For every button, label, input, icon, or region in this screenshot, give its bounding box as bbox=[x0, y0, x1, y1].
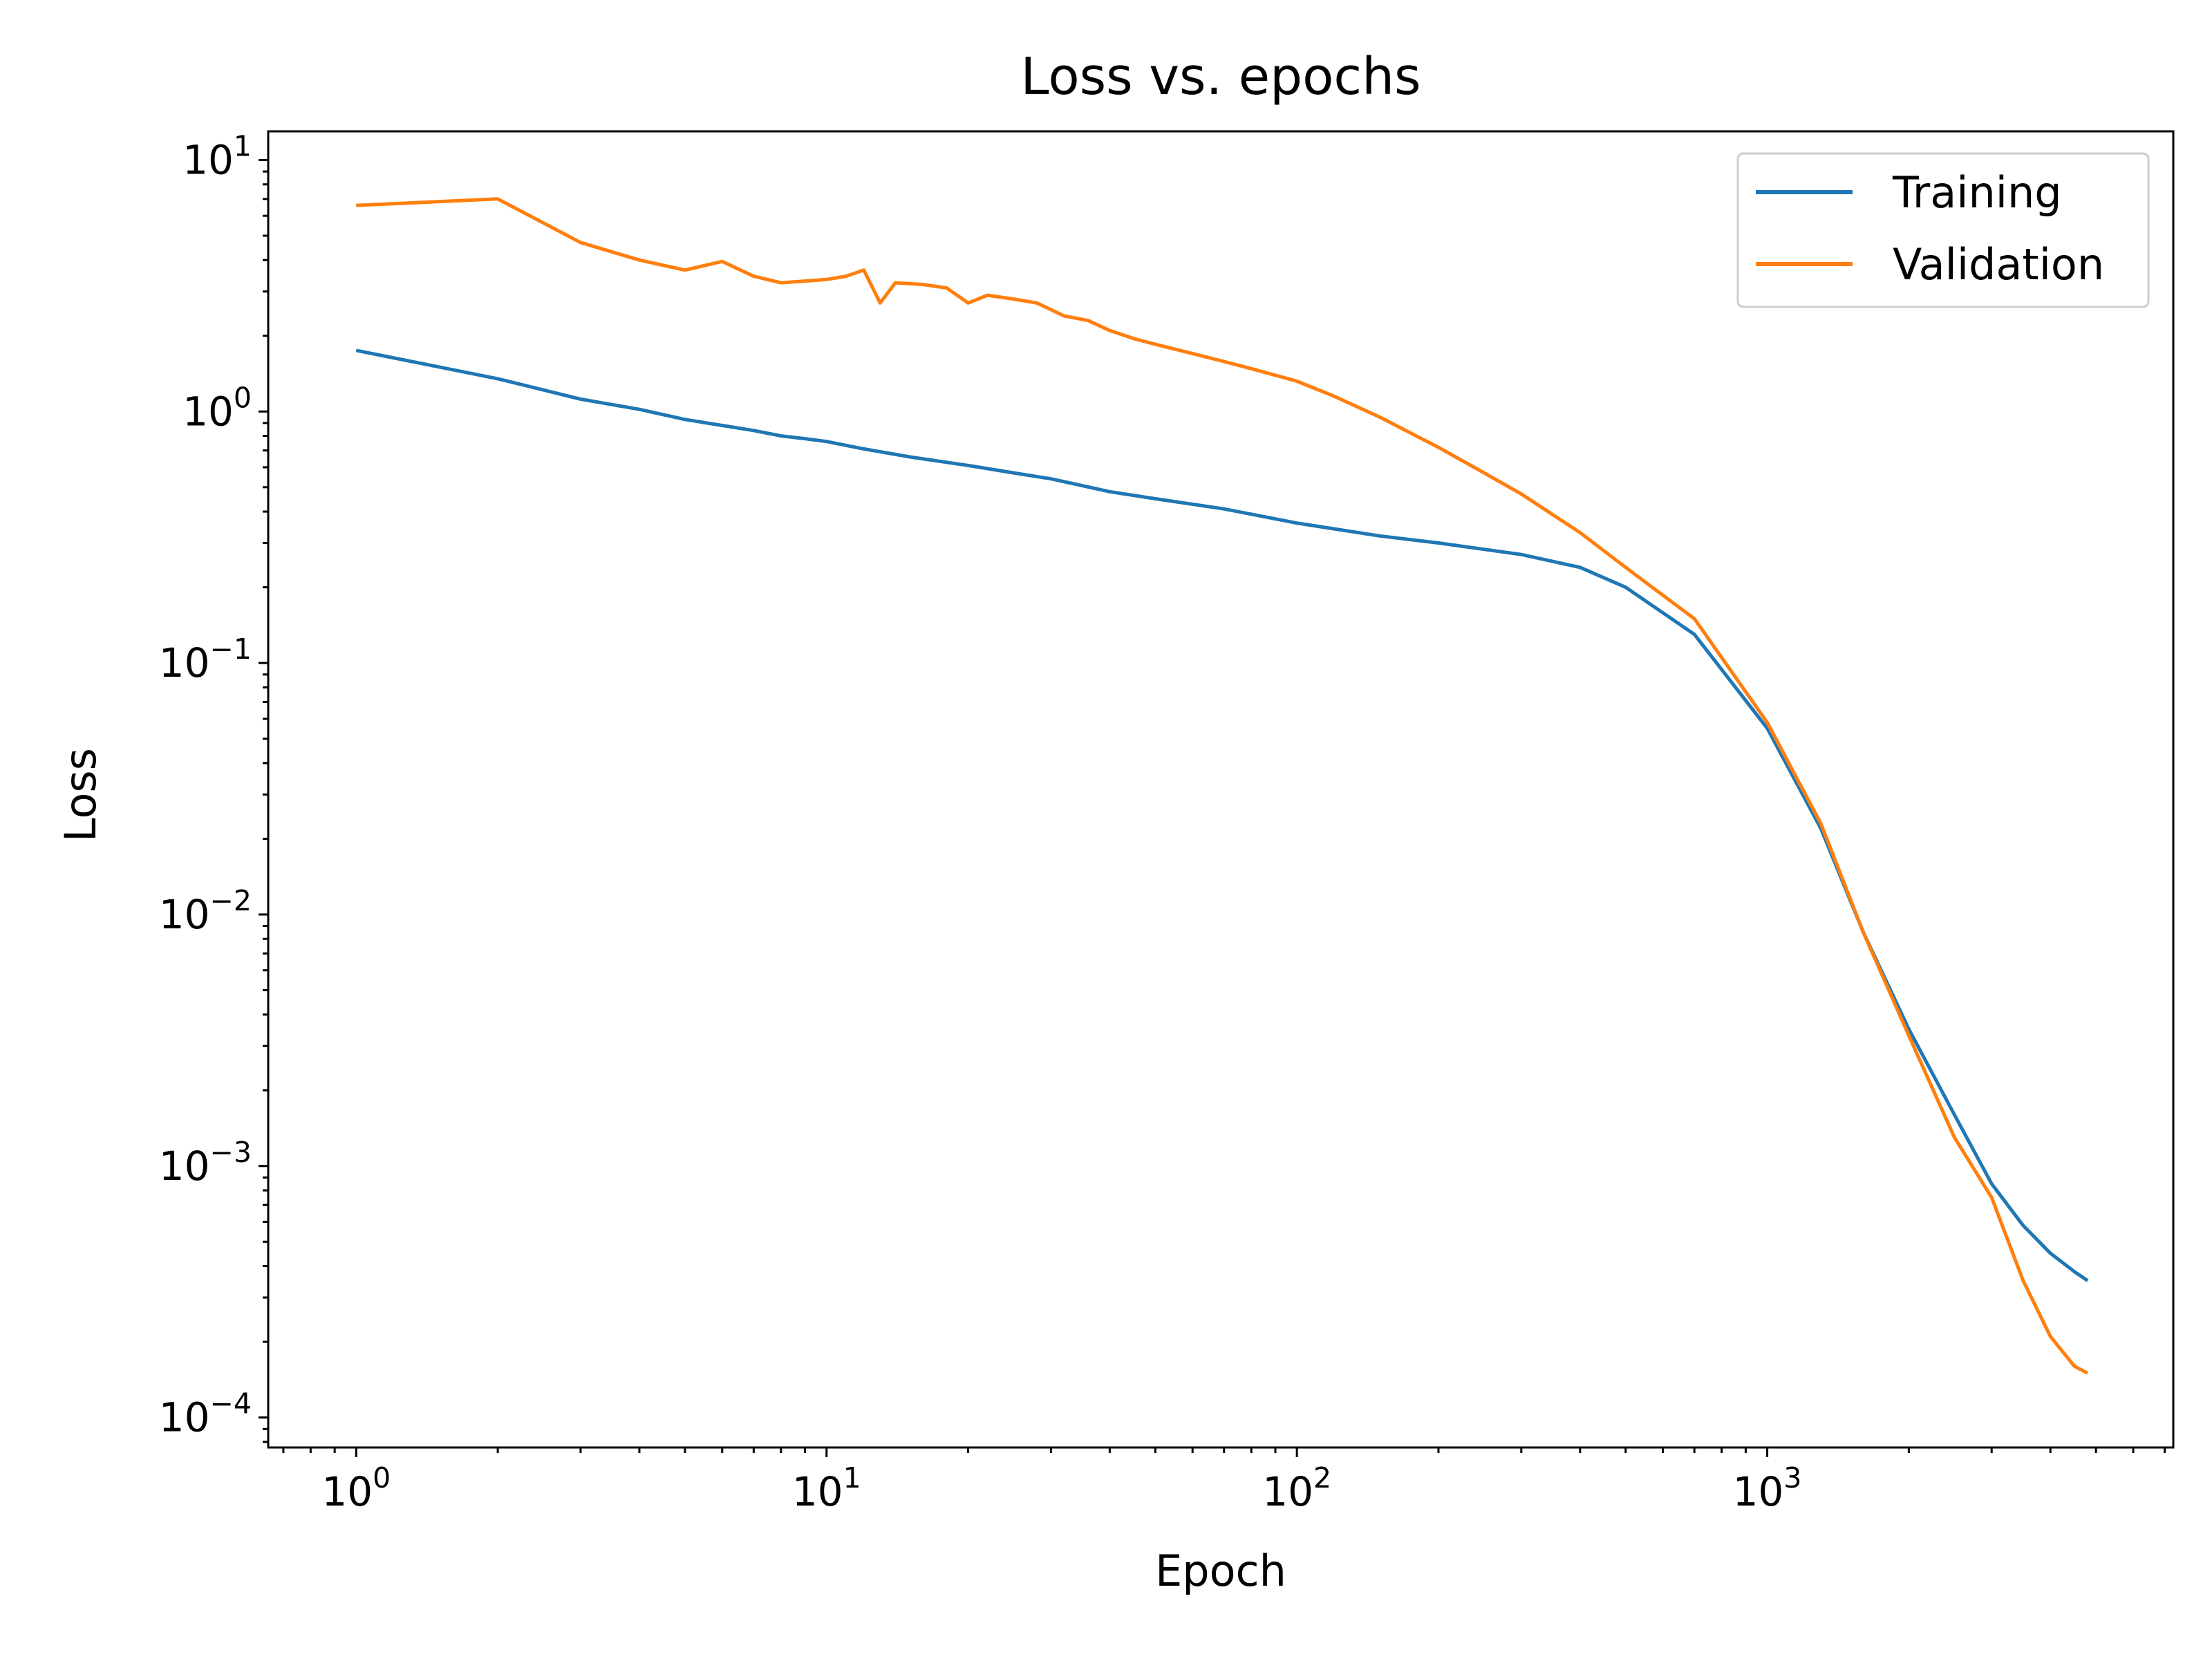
plot-frame bbox=[267, 130, 2175, 1449]
series-layer bbox=[355, 197, 2089, 1375]
y-tick-label: 10−2 bbox=[159, 884, 252, 938]
x-tick-label: 103 bbox=[1733, 1461, 1802, 1515]
series-line-training bbox=[355, 348, 2089, 1282]
y-tick-label: 10−1 bbox=[159, 632, 252, 686]
y-tick-label: 10−4 bbox=[159, 1387, 252, 1441]
y-tick-label: 101 bbox=[182, 129, 252, 183]
y-tick-label: 10−3 bbox=[159, 1136, 252, 1190]
y-axis-label: Loss bbox=[55, 748, 106, 842]
y-tick-label: 100 bbox=[182, 381, 252, 435]
x-tick-label: 100 bbox=[321, 1461, 391, 1515]
legend: Training Validation bbox=[1736, 152, 2150, 308]
legend-label-validation: Validation bbox=[1893, 239, 2104, 290]
series-line-validation bbox=[356, 197, 2089, 1375]
legend-label-training: Training bbox=[1892, 167, 2062, 218]
x-axis-label: Epoch bbox=[1155, 1546, 1286, 1596]
x-tick-label: 102 bbox=[1262, 1461, 1331, 1515]
chart-title: Loss vs. epochs bbox=[1020, 47, 1421, 106]
x-tick-label: 101 bbox=[792, 1461, 861, 1515]
